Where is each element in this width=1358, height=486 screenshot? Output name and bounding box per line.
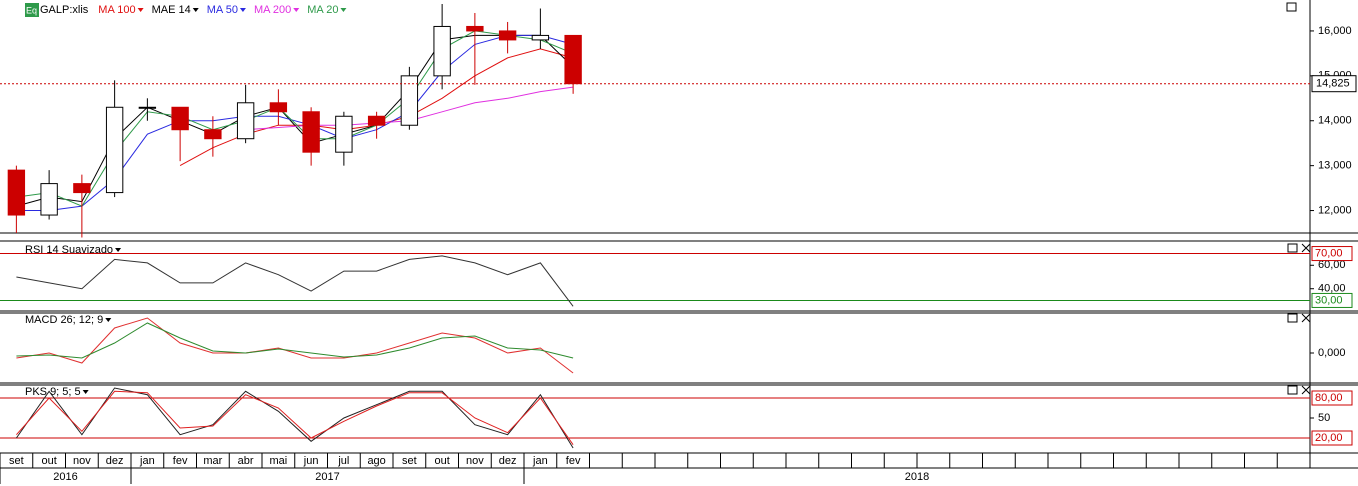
panel-title[interactable]: RSI 14 Suavizado bbox=[25, 244, 113, 256]
y-tick-label: 12,000 bbox=[1318, 204, 1352, 216]
y-tick-label: 40,00 bbox=[1318, 283, 1346, 295]
candle-body bbox=[400, 75, 419, 126]
candle-body bbox=[171, 106, 189, 131]
level-label: 70,00 bbox=[1315, 247, 1343, 259]
candle-body bbox=[269, 102, 288, 113]
indicator-line bbox=[16, 317, 574, 374]
dropdown-arrow[interactable] bbox=[105, 318, 112, 322]
x-tick-label: fev bbox=[566, 455, 581, 467]
candle-body bbox=[7, 169, 26, 216]
symbol-icon[interactable] bbox=[25, 3, 39, 17]
dropdown-arrow[interactable] bbox=[239, 8, 246, 12]
candle-body bbox=[40, 183, 58, 216]
year-label: 2017 bbox=[315, 471, 339, 483]
maximize-button[interactable] bbox=[1287, 385, 1298, 395]
indicator-line bbox=[15, 387, 574, 449]
panel-title[interactable]: MACD 26; 12; 9 bbox=[25, 314, 103, 326]
legend-entry[interactable]: MA 50 bbox=[207, 4, 238, 16]
indicator-line bbox=[16, 322, 574, 359]
candle-body bbox=[204, 129, 222, 140]
x-tick-label: ago bbox=[367, 455, 385, 467]
level-box bbox=[1311, 292, 1353, 308]
candle-body bbox=[302, 111, 320, 153]
last-price-box bbox=[1311, 75, 1357, 93]
maximize-button[interactable] bbox=[1287, 243, 1298, 253]
candle-body bbox=[564, 34, 582, 85]
candle-body bbox=[498, 30, 517, 41]
x-tick-label: out bbox=[434, 455, 449, 467]
candle-body bbox=[466, 25, 484, 32]
close-button[interactable] bbox=[1301, 313, 1311, 323]
candle-body bbox=[73, 183, 91, 194]
x-tick-label: nov bbox=[466, 455, 484, 467]
y-tick-label: 60,00 bbox=[1318, 259, 1346, 271]
legend-entry[interactable]: MA 20 bbox=[307, 4, 338, 16]
x-tick-label: dez bbox=[106, 455, 124, 467]
maximize-button[interactable] bbox=[1286, 2, 1297, 12]
dropdown-arrow[interactable] bbox=[192, 8, 199, 12]
legend-entry[interactable]: MAE 14 bbox=[152, 4, 191, 16]
candle-body bbox=[236, 102, 255, 140]
level-label: 30,00 bbox=[1315, 294, 1343, 306]
symbol-icon-label: Eq bbox=[26, 5, 37, 15]
y-tick-label: 14,000 bbox=[1318, 115, 1352, 127]
x-tick-label: jun bbox=[303, 455, 319, 467]
x-tick-label: jul bbox=[337, 455, 349, 467]
x-tick-label: nov bbox=[73, 455, 91, 467]
x-tick-label: jan bbox=[532, 455, 548, 467]
level-label: 80,00 bbox=[1315, 392, 1343, 404]
x-tick-label: fev bbox=[173, 455, 188, 467]
candle-body bbox=[138, 106, 157, 109]
dropdown-arrow[interactable] bbox=[82, 390, 89, 394]
y-tick-label: 50 bbox=[1318, 412, 1330, 424]
indicator-line bbox=[16, 255, 574, 307]
close-button[interactable] bbox=[1301, 243, 1311, 253]
candle-body bbox=[433, 25, 451, 77]
year-label: 2016 bbox=[53, 471, 77, 483]
y-tick-label: 0,000 bbox=[1318, 347, 1346, 359]
dropdown-arrow[interactable] bbox=[340, 8, 347, 12]
maximize-button[interactable] bbox=[1287, 313, 1298, 323]
close-button[interactable] bbox=[1301, 385, 1311, 395]
level-box bbox=[1311, 246, 1353, 262]
x-tick-label: mar bbox=[203, 455, 222, 467]
last-price-label: 14,825 bbox=[1316, 78, 1350, 90]
panel-title[interactable]: PKS 9; 5; 5 bbox=[25, 386, 81, 398]
legend-entry[interactable]: MA 100 bbox=[98, 4, 135, 16]
x-tick-label: set bbox=[402, 455, 417, 467]
level-label: 20,00 bbox=[1315, 432, 1343, 444]
symbol-name[interactable]: GALP:xlis bbox=[40, 4, 89, 16]
level-box bbox=[1311, 390, 1353, 406]
x-tick-label: jan bbox=[139, 455, 155, 467]
x-tick-label: abr bbox=[238, 455, 254, 467]
moving-average bbox=[16, 30, 574, 207]
indicator-line bbox=[16, 390, 574, 445]
dropdown-arrow[interactable] bbox=[137, 8, 144, 12]
x-tick-label: set bbox=[9, 455, 24, 467]
legend-entry[interactable]: MA 200 bbox=[254, 4, 291, 16]
x-tick-label: out bbox=[41, 455, 56, 467]
x-tick-label: dez bbox=[499, 455, 517, 467]
candle-body bbox=[105, 106, 124, 194]
dropdown-arrow[interactable] bbox=[115, 248, 122, 252]
x-tick-label: mai bbox=[270, 455, 288, 467]
candle-body bbox=[367, 115, 386, 126]
dropdown-arrow[interactable] bbox=[293, 8, 300, 12]
level-box bbox=[1311, 430, 1353, 446]
y-tick-label: 13,000 bbox=[1318, 160, 1352, 172]
y-tick-label: 16,000 bbox=[1318, 25, 1352, 37]
year-label: 2018 bbox=[905, 471, 929, 483]
candle-body bbox=[531, 34, 550, 41]
candle-body bbox=[335, 115, 353, 153]
